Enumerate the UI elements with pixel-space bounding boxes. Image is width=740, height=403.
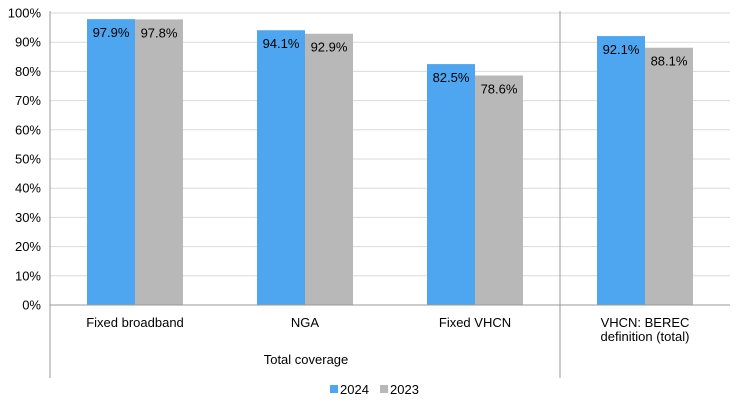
y-tick-label: 70% xyxy=(15,93,41,108)
y-tick-label: 80% xyxy=(15,64,41,79)
y-tick-label: 10% xyxy=(15,268,41,283)
data-label: 92.9% xyxy=(311,40,348,55)
y-axis-tick-labels: 0% 10% 20% 30% 40% 50% 60% 70% 80% 90% 100% xyxy=(8,6,42,313)
bar-2024 xyxy=(427,64,475,305)
x-category-label: Fixed VHCN xyxy=(439,315,511,330)
y-tick-label: 0% xyxy=(22,298,41,313)
bar-2023 xyxy=(475,75,523,305)
y-tick-label: 40% xyxy=(15,181,41,196)
legend: 2024 2023 xyxy=(330,382,419,397)
bar-2023 xyxy=(305,33,353,306)
data-label: 97.8% xyxy=(141,25,178,40)
y-tick-label: 30% xyxy=(15,210,41,225)
bars xyxy=(87,19,693,306)
data-label: 92.1% xyxy=(603,42,640,57)
bar-2024 xyxy=(257,30,305,306)
legend-swatch-2023 xyxy=(380,385,388,393)
bar-2023 xyxy=(645,47,693,306)
axes xyxy=(49,11,730,378)
y-tick-label: 90% xyxy=(15,35,41,50)
data-label: 97.9% xyxy=(93,25,130,40)
data-label: 82.5% xyxy=(433,70,470,85)
data-label: 94.1% xyxy=(263,36,300,51)
x-category-label: Fixed broadband xyxy=(86,315,184,330)
legend-label: 2023 xyxy=(390,382,419,397)
y-tick-label: 100% xyxy=(8,6,42,21)
data-labels: 97.9% 97.8% 94.1% 92.9% 82.5% 78.6% 92.1% 88.1% xyxy=(93,25,688,96)
y-tick-label: 50% xyxy=(15,152,41,167)
bar-2024 xyxy=(597,36,645,306)
legend-label: 2024 xyxy=(340,382,369,397)
x-axis-category-labels: Fixed broadband NGA Fixed VHCN VHCN: BERECd… xyxy=(86,315,689,344)
x-category-label: NGA xyxy=(291,315,320,330)
x-category-label: VHCN: BEREC xyxy=(601,315,690,330)
data-label: 88.1% xyxy=(651,54,688,69)
legend-swatch-2024 xyxy=(330,385,338,393)
data-label: 78.6% xyxy=(481,81,518,96)
y-tick-label: 20% xyxy=(15,239,41,254)
bar-2024 xyxy=(87,19,135,306)
y-tick-label: 60% xyxy=(15,122,41,137)
x-category-label: definition (total) xyxy=(601,329,690,344)
group-label: Total coverage xyxy=(264,352,349,367)
bar-2023 xyxy=(135,19,183,305)
